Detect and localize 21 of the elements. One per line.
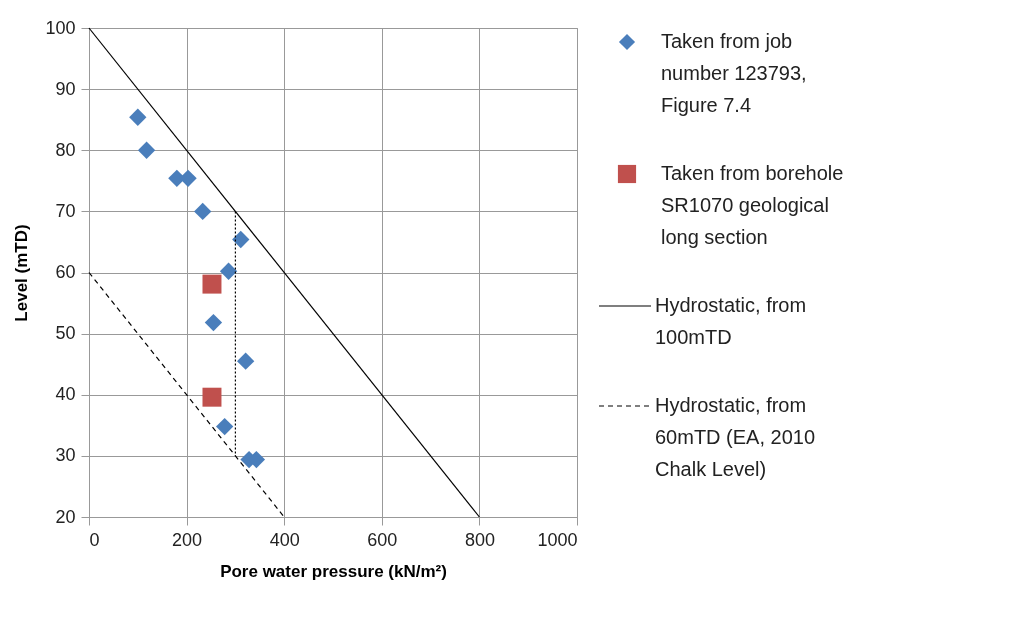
legend-label: Taken from job number 123793, Figure 7.4 <box>661 30 807 116</box>
x-tick-label: 800 <box>464 529 495 550</box>
x-tick-label: 400 <box>269 529 300 550</box>
y-axis-title: Level (mTD) <box>12 224 32 322</box>
x-tick-label: 1000 <box>537 529 578 550</box>
y-tick-label: 100 <box>45 17 76 38</box>
x-tick-label: 0 <box>89 529 100 550</box>
x-axis-title: Pore water pressure (kN/m²) <box>220 561 447 581</box>
y-tick-label: 60 <box>55 262 76 282</box>
y-tick-label: 80 <box>55 139 76 160</box>
y-tick-label: 90 <box>55 78 76 99</box>
legend-label: Taken from borehole SR1070 geological long section <box>661 162 844 248</box>
x-tick-label: 600 <box>367 529 398 550</box>
y-tick-label: 70 <box>55 200 76 221</box>
y-tick-label: 20 <box>55 506 76 527</box>
x-tick-label: 200 <box>172 529 203 550</box>
y-tick-label: 30 <box>55 445 76 466</box>
y-tick-label: 40 <box>55 384 76 405</box>
legend-label: Hydrostatic, from 100mTD <box>655 294 807 348</box>
legend-label: Hydrostatic, from 60mTD (EA, 2010 Chalk Level) <box>655 394 816 480</box>
y-tick-label: 50 <box>55 323 76 344</box>
